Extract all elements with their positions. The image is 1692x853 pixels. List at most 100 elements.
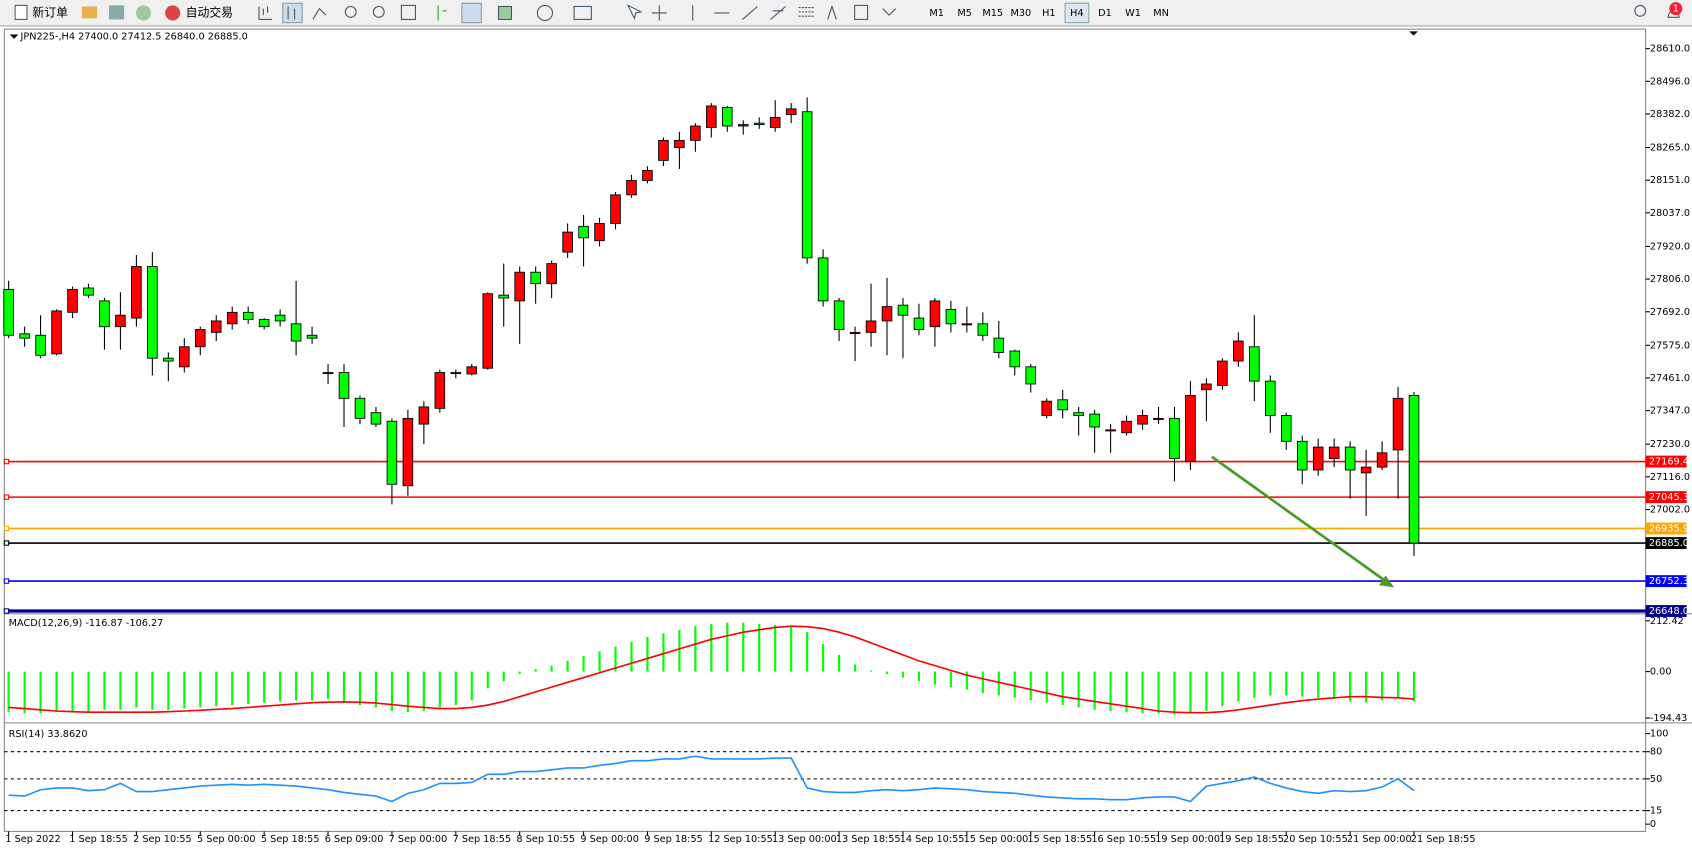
timeframe-button[interactable]: MN [1153,8,1169,19]
icon[interactable] [827,4,837,20]
icon[interactable] [282,2,303,24]
y-tick-label: 100 [1650,729,1669,740]
notification-count[interactable]: 1 [1673,4,1679,15]
candle-body [370,412,382,425]
candle-body [466,366,478,375]
timeframe-button[interactable]: H4 [1070,8,1083,19]
level-handle [3,494,10,500]
y-tick-label: 0 [1650,819,1656,830]
y-tick-label: 28496.0 [1650,76,1690,87]
notification-badge[interactable] [1669,2,1683,16]
level-tag [1645,575,1687,588]
icon[interactable] [651,5,667,21]
x-tick-label: 19 Sep 18:55 [1219,834,1284,845]
x-tick-label: 21 Sep 00:00 [1347,834,1412,845]
candle-body [418,406,430,425]
candle-body [753,122,765,126]
annotation-arrowhead [1379,575,1395,588]
y-tick-label: 27692.0 [1650,307,1690,318]
candle-body [1249,346,1260,382]
timeframe-button[interactable]: M5 [957,8,972,19]
level-handle [3,608,10,614]
search-icon[interactable] [1634,4,1647,17]
candle-body [1041,400,1052,416]
level-tag [1645,491,1687,504]
candle-body [194,329,206,348]
plot: 28610.0 28496.0 28382.0 28265.0 28151.0 28037… [3,44,1690,845]
y-tick-label: 212.42 [1650,616,1684,627]
icon[interactable] [770,6,786,20]
icon[interactable] [287,6,296,20]
button-label[interactable]: 自动交易 [186,5,233,19]
candle-body [913,317,925,330]
candle-body [1296,440,1308,471]
x-tick-label: 7 Sep 00:00 [389,834,448,845]
chart-header: JPN225-,H4 27400.0 27412.5 26840.0 26885… [20,32,248,43]
icon[interactable] [742,6,758,20]
candle-body [498,294,510,299]
icon[interactable] [258,6,272,20]
candle-body [626,180,637,196]
toolbar-bg [0,0,1692,26]
candle-body [706,105,717,128]
icon[interactable] [626,4,643,21]
candle-body [546,263,557,285]
x-tick-label: 16 Sep 10:55 [1091,834,1156,845]
x-tick-label: 12 Sep 10:55 [708,834,773,845]
candle-body [1169,417,1180,459]
timeframe-button[interactable]: D1 [1098,8,1112,19]
icon[interactable] [854,4,869,20]
candle-body [801,111,813,259]
icon[interactable] [882,8,897,16]
active-timeframe [1064,2,1090,24]
candle-body [306,334,318,339]
x-tick-label: 9 Sep 00:00 [580,834,639,845]
timeframe-button[interactable]: M30 [1010,8,1031,19]
new-order-button[interactable]: 新订单 [14,4,68,20]
candle-body [450,372,462,375]
icon[interactable] [461,2,482,24]
candle-body [226,311,238,325]
candle-body [354,397,366,419]
icon[interactable] [312,7,327,20]
timeframe-button[interactable]: M15 [982,8,1003,19]
signal-line [8,625,1415,714]
icon[interactable] [798,7,814,17]
candle-body [737,124,749,127]
rsi-line [8,755,1415,803]
x-tick-label: 13 Sep 18:55 [836,834,901,845]
icon[interactable] [82,6,98,19]
x-tick-label: 5 Sep 00:00 [197,834,256,845]
icon[interactable] [108,5,125,20]
candle-body [1009,350,1021,368]
icon[interactable] [497,5,513,20]
level-label: 27169.4 [1649,457,1689,468]
icon[interactable] [344,5,357,18]
timeframe-button[interactable]: W1 [1125,8,1141,19]
candle-body [179,346,190,368]
button-label[interactable]: 新订单 [32,5,68,19]
timeframe-button[interactable]: M1 [929,8,944,19]
icon[interactable] [437,5,447,21]
candle-body [514,271,525,302]
x-tick-label: 5 Sep 18:55 [261,834,320,845]
candle-body [99,300,110,328]
icon[interactable] [400,4,416,20]
level-tag [1645,455,1687,468]
auto-trade-button[interactable]: 自动交易 [165,5,233,21]
timeframe-button[interactable]: H1 [1042,8,1055,19]
icon[interactable] [573,5,592,20]
y-tick-label: 50 [1650,774,1662,785]
candle-body [881,306,893,322]
level-handle [3,540,10,546]
candle-body [482,293,494,369]
level-label: 26752.3 [1649,576,1689,587]
candle-body [849,331,861,334]
macd-label: MACD(12,26,9) -116.87 -106.27 [9,618,164,629]
candle-body [594,223,605,242]
icon[interactable] [135,5,152,21]
icon[interactable] [536,4,554,22]
icon[interactable] [372,5,385,18]
